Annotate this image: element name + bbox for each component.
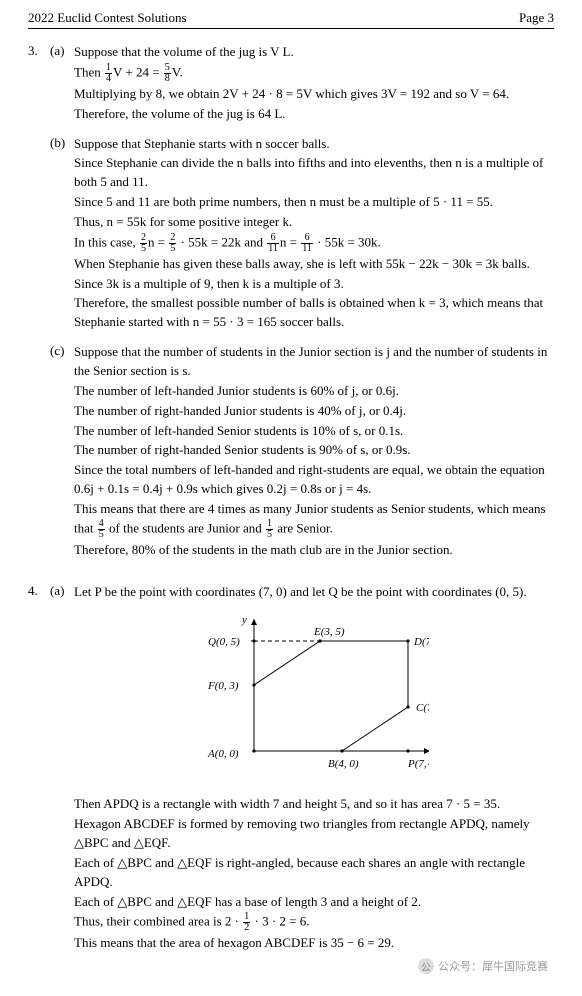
frac-1-5: 15	[266, 519, 273, 540]
svg-text:A(0, 0): A(0, 0)	[207, 748, 239, 760]
svg-text:B(4, 0): B(4, 0)	[328, 758, 359, 770]
q3a-l3: Multiplying by 8, we obtain 2V + 24 · 8 …	[74, 85, 554, 104]
q4a-l1: Let P be the point with coordinates (7, …	[74, 583, 554, 602]
q3c-body: Suppose that the number of students in t…	[74, 343, 554, 560]
q3c-l5: The number of right-handed Senior studen…	[74, 441, 554, 460]
q3b-l2: Since Stephanie can divide the n balls i…	[74, 154, 554, 192]
q3b-l5: In this case, 25n = 25 · 55k = 22k and 6…	[74, 233, 554, 254]
svg-text:y: y	[241, 614, 247, 626]
q3-number: 3.	[28, 43, 50, 59]
q3b-l4: Thus, n = 55k for some positive integer …	[74, 213, 554, 232]
q3c-l8: Therefore, 80% of the students in the ma…	[74, 541, 554, 560]
hexagon-diagram: yxQ(0, 5)E(3, 5)D(7, 5)F(0, 3)C(7, 2)A(0…	[199, 611, 429, 781]
svg-text:E(3, 5): E(3, 5)	[313, 626, 345, 638]
q3b-l6: When Stephanie has given these balls awa…	[74, 255, 554, 274]
svg-text:Q(0, 5): Q(0, 5)	[208, 636, 240, 648]
q3a-letter: (a)	[50, 43, 74, 59]
problem-4: 4. (a) Let P be the point with coordinat…	[28, 583, 554, 955]
q4a-l5: Each of △BPC and △EQF has a base of leng…	[74, 893, 554, 912]
q4-number: 4.	[28, 583, 50, 599]
q3c-l3: The number of right-handed Junior studen…	[74, 402, 554, 421]
frac-5-8: 58	[164, 63, 171, 84]
q3a-l1: Suppose that the volume of the jug is V …	[74, 43, 554, 62]
q3b-letter: (b)	[50, 135, 74, 151]
q3a-l4: Therefore, the volume of the jug is 64 L…	[74, 105, 554, 124]
watermark: 公 公众号：犀牛国际竞赛	[418, 958, 548, 974]
q3b-l1: Suppose that Stephanie starts with n soc…	[74, 135, 554, 154]
q4a-l7: This means that the area of hexagon ABCD…	[74, 934, 554, 953]
q3b-l8: Therefore, the smallest possible number …	[74, 294, 554, 332]
frac-1-2: 12	[243, 912, 250, 933]
q3c-l1: Suppose that the number of students in t…	[74, 343, 554, 381]
q4a-l3: Hexagon ABCDEF is formed by removing two…	[74, 815, 554, 853]
frac-2-5b: 25	[169, 233, 176, 254]
q3c-l4: The number of left-handed Senior student…	[74, 422, 554, 441]
q3b-l3: Since 5 and 11 are both prime numbers, t…	[74, 193, 554, 212]
frac-6-11a: 611	[267, 233, 279, 254]
q3c-l2: The number of left-handed Junior student…	[74, 382, 554, 401]
watermark-text: 公众号：犀牛国际竞赛	[438, 958, 548, 974]
q3c-l7: This means that there are 4 times as man…	[74, 500, 554, 540]
frac-6-11b: 611	[301, 233, 313, 254]
q3c-l6: Since the total numbers of left-handed a…	[74, 461, 554, 499]
frac-1-4: 14	[105, 63, 112, 84]
watermark-icon: 公	[418, 958, 434, 974]
q4a-l4: Each of △BPC and △EQF is right-angled, b…	[74, 854, 554, 892]
q3b-body: Suppose that Stephanie starts with n soc…	[74, 135, 554, 334]
frac-4-5: 45	[98, 519, 105, 540]
q4a-letter: (a)	[50, 583, 74, 599]
q4a-body: Let P be the point with coordinates (7, …	[74, 583, 554, 955]
q3b-l7: Since 3k is a multiple of 9, then k is a…	[74, 275, 554, 294]
page-header: 2022 Euclid Contest Solutions Page 3	[28, 10, 554, 29]
q3a-body: Suppose that the volume of the jug is V …	[74, 43, 554, 125]
header-right: Page 3	[519, 10, 554, 26]
q3a-l2: Then 14V + 24 = 58V.	[74, 63, 554, 84]
q4a-l2: Then APDQ is a rectangle with width 7 an…	[74, 795, 554, 814]
svg-text:F(0, 3): F(0, 3)	[207, 680, 239, 692]
svg-text:D(7, 5): D(7, 5)	[413, 636, 429, 648]
svg-text:P(7, 0): P(7, 0)	[407, 758, 429, 770]
q4a-figure: yxQ(0, 5)E(3, 5)D(7, 5)F(0, 3)C(7, 2)A(0…	[74, 611, 554, 781]
problem-3: 3. (a) Suppose that the volume of the ju…	[28, 43, 554, 561]
q3c-letter: (c)	[50, 343, 74, 359]
header-left: 2022 Euclid Contest Solutions	[28, 10, 187, 26]
q4a-l6: Thus, their combined area is 2 · 12 · 3 …	[74, 912, 554, 933]
svg-text:C(7, 2): C(7, 2)	[416, 702, 429, 714]
frac-2-5a: 25	[140, 233, 147, 254]
